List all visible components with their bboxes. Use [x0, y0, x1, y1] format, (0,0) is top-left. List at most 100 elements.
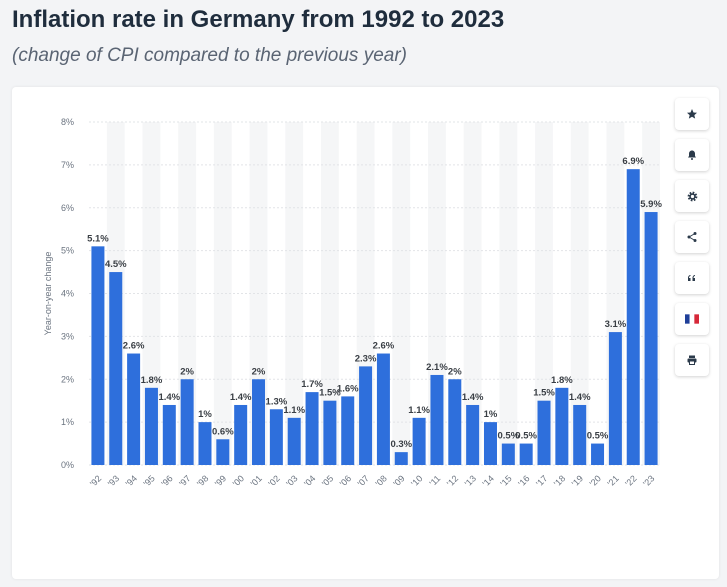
star-button[interactable]	[675, 98, 709, 130]
bar[interactable]	[109, 272, 123, 465]
bar[interactable]	[412, 417, 426, 465]
language-button[interactable]	[675, 303, 709, 335]
bar[interactable]	[430, 374, 444, 465]
bar[interactable]	[644, 212, 658, 465]
data-label: 1.4%	[158, 392, 180, 403]
x-tick-label: '95	[141, 473, 156, 488]
notification-button[interactable]	[675, 139, 709, 171]
data-label: 1.1%	[408, 405, 430, 416]
share-icon	[686, 231, 698, 243]
bar[interactable]	[323, 400, 337, 465]
star-icon	[686, 108, 698, 120]
data-label: 2.6%	[123, 341, 145, 352]
data-label: 1.3%	[266, 396, 288, 407]
x-tick-label: '92	[88, 473, 103, 488]
x-tick-label: '98	[195, 473, 210, 488]
data-label: 1.8%	[141, 375, 163, 386]
data-label: 6.9%	[622, 156, 644, 167]
chart-toolbar	[675, 98, 709, 385]
bar[interactable]	[626, 169, 640, 465]
data-label: 5.1%	[87, 233, 109, 244]
data-label: 0.6%	[212, 426, 234, 437]
cite-button[interactable]	[675, 262, 709, 294]
data-label: 5.9%	[640, 199, 662, 210]
y-tick-label: 3%	[61, 331, 74, 341]
data-label: 1%	[198, 409, 212, 420]
data-label: 1.1%	[283, 405, 305, 416]
x-tick-label: '02	[266, 473, 281, 488]
bar[interactable]	[573, 404, 587, 465]
y-tick-label: 1%	[61, 417, 74, 427]
bar[interactable]	[287, 417, 301, 465]
y-tick-label: 7%	[61, 160, 74, 170]
page-title: Inflation rate in Germany from 1992 to 2…	[12, 6, 505, 33]
y-tick-label: 8%	[61, 117, 74, 127]
bar[interactable]	[591, 443, 605, 465]
bar[interactable]	[608, 332, 622, 465]
data-label: 2.1%	[426, 362, 448, 373]
x-tick-label: '03	[284, 473, 299, 488]
plot-band	[570, 122, 589, 465]
x-tick-label: '10	[409, 473, 424, 488]
bar[interactable]	[91, 246, 105, 465]
bar[interactable]	[359, 366, 373, 465]
bar[interactable]	[180, 379, 194, 465]
x-tick-label: '12	[445, 473, 460, 488]
x-tick-label: '15	[498, 473, 513, 488]
bar[interactable]	[127, 353, 141, 465]
french-flag-icon	[685, 314, 699, 324]
bar[interactable]	[466, 404, 480, 465]
bar[interactable]	[252, 379, 266, 465]
bar[interactable]	[394, 452, 408, 465]
data-label: 0.3%	[390, 439, 412, 450]
data-label: 1.5%	[533, 388, 555, 399]
x-tick-label: '99	[213, 473, 228, 488]
bar[interactable]	[537, 400, 551, 465]
y-tick-label: 4%	[61, 289, 74, 299]
data-label: 2.3%	[355, 353, 377, 364]
data-label: 1.4%	[230, 392, 252, 403]
x-tick-label: '00	[231, 473, 246, 488]
plot-band	[535, 122, 553, 465]
bar[interactable]	[234, 404, 248, 465]
data-label: 1.4%	[569, 392, 591, 403]
bar[interactable]	[144, 387, 158, 465]
data-label: 4.5%	[105, 259, 127, 270]
x-tick-label: '96	[159, 473, 174, 488]
bar[interactable]	[216, 439, 230, 465]
x-tick-label: '08	[373, 473, 388, 488]
bar[interactable]	[198, 422, 212, 465]
x-tick-label: '05	[320, 473, 335, 488]
data-label: 2%	[252, 366, 266, 377]
bar[interactable]	[448, 379, 462, 465]
bar[interactable]	[483, 422, 497, 465]
y-tick-label: 6%	[61, 203, 74, 213]
x-tick-label: '17	[534, 473, 549, 488]
data-label: 3.1%	[605, 319, 627, 330]
data-label: 0.5%	[515, 431, 537, 442]
x-tick-label: '18	[552, 473, 567, 488]
data-label: 0.5%	[587, 431, 609, 442]
settings-button[interactable]	[675, 180, 709, 212]
data-label: 1.6%	[337, 383, 359, 394]
page-subtitle: (change of CPI compared to the previous …	[12, 45, 407, 66]
bell-icon	[686, 149, 698, 161]
x-tick-label: '22	[623, 473, 638, 488]
bar[interactable]	[555, 387, 569, 465]
bar[interactable]	[269, 409, 283, 465]
bar[interactable]	[501, 443, 515, 465]
bar[interactable]	[376, 353, 390, 465]
x-tick-label: '07	[356, 473, 371, 488]
print-button[interactable]	[675, 344, 709, 376]
bar[interactable]	[305, 392, 319, 465]
data-label: 2%	[448, 366, 462, 377]
bar[interactable]	[162, 404, 176, 465]
y-axis-label: Year-on-year change	[43, 252, 53, 336]
x-tick-label: '20	[588, 473, 603, 488]
printer-icon	[686, 354, 698, 366]
share-button[interactable]	[675, 221, 709, 253]
data-label: 1.8%	[551, 375, 573, 386]
gear-icon	[686, 190, 699, 203]
bar[interactable]	[341, 396, 355, 465]
bar[interactable]	[519, 443, 533, 465]
